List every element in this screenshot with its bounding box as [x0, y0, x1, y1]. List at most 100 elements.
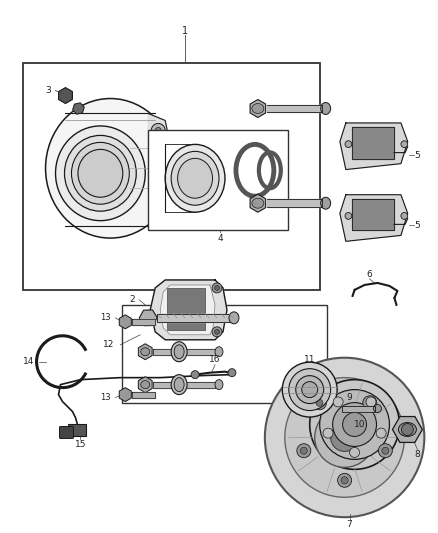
- Polygon shape: [352, 199, 394, 230]
- Ellipse shape: [141, 348, 150, 356]
- Circle shape: [228, 369, 236, 377]
- Circle shape: [341, 477, 348, 484]
- Polygon shape: [160, 285, 215, 335]
- Bar: [23, 63, 320, 290]
- Circle shape: [215, 329, 219, 334]
- Ellipse shape: [178, 158, 212, 198]
- Polygon shape: [187, 382, 215, 387]
- Text: 9: 9: [347, 393, 353, 402]
- Ellipse shape: [171, 375, 187, 394]
- Ellipse shape: [321, 102, 331, 115]
- Circle shape: [297, 444, 311, 458]
- Ellipse shape: [64, 135, 136, 211]
- Circle shape: [215, 286, 219, 290]
- Ellipse shape: [302, 382, 318, 398]
- Circle shape: [151, 124, 165, 138]
- Ellipse shape: [141, 381, 150, 389]
- Circle shape: [333, 397, 343, 407]
- Polygon shape: [340, 195, 408, 241]
- Ellipse shape: [252, 103, 264, 114]
- Circle shape: [285, 378, 404, 497]
- Circle shape: [363, 396, 377, 410]
- Polygon shape: [157, 314, 230, 322]
- Text: 8: 8: [414, 450, 420, 459]
- Polygon shape: [187, 349, 215, 355]
- Bar: [167, 288, 205, 330]
- Ellipse shape: [296, 376, 324, 403]
- Circle shape: [332, 402, 377, 447]
- Polygon shape: [153, 382, 173, 387]
- Ellipse shape: [283, 362, 337, 417]
- Circle shape: [401, 141, 408, 148]
- Text: 12: 12: [102, 340, 114, 349]
- Text: 16: 16: [209, 355, 221, 364]
- Ellipse shape: [78, 149, 123, 197]
- Text: 15: 15: [75, 440, 86, 449]
- Ellipse shape: [321, 197, 331, 209]
- Circle shape: [155, 203, 161, 209]
- Circle shape: [155, 127, 161, 133]
- Polygon shape: [148, 114, 172, 193]
- Text: 11: 11: [304, 355, 315, 364]
- Circle shape: [323, 428, 333, 438]
- Text: 3: 3: [46, 86, 51, 95]
- Circle shape: [212, 327, 222, 337]
- Circle shape: [345, 141, 352, 148]
- Circle shape: [151, 199, 165, 213]
- Circle shape: [382, 447, 389, 454]
- Circle shape: [310, 379, 399, 470]
- Circle shape: [320, 390, 389, 459]
- Circle shape: [191, 370, 199, 378]
- Ellipse shape: [56, 126, 145, 221]
- Circle shape: [376, 428, 386, 438]
- Ellipse shape: [174, 378, 184, 392]
- Text: 14: 14: [23, 357, 34, 366]
- Polygon shape: [352, 127, 394, 158]
- Polygon shape: [150, 280, 227, 340]
- Text: 6: 6: [367, 270, 372, 279]
- FancyBboxPatch shape: [60, 426, 74, 439]
- Ellipse shape: [215, 347, 223, 357]
- Bar: [68, 424, 86, 437]
- Text: 2: 2: [130, 295, 135, 304]
- Ellipse shape: [289, 369, 331, 410]
- Polygon shape: [267, 104, 321, 112]
- Ellipse shape: [165, 144, 225, 212]
- Ellipse shape: [174, 345, 184, 359]
- Polygon shape: [132, 319, 155, 325]
- Circle shape: [366, 399, 373, 406]
- Circle shape: [316, 399, 323, 406]
- Ellipse shape: [374, 405, 381, 413]
- Text: 1: 1: [182, 26, 188, 36]
- Circle shape: [378, 444, 392, 458]
- Circle shape: [350, 447, 360, 457]
- Polygon shape: [153, 349, 173, 355]
- Circle shape: [401, 213, 408, 219]
- Circle shape: [366, 397, 376, 407]
- Polygon shape: [267, 199, 321, 207]
- Ellipse shape: [171, 151, 219, 205]
- Circle shape: [300, 447, 307, 454]
- Circle shape: [212, 283, 222, 293]
- Ellipse shape: [71, 142, 129, 204]
- Circle shape: [343, 413, 367, 437]
- Ellipse shape: [252, 198, 264, 208]
- Ellipse shape: [46, 99, 175, 238]
- Text: 7: 7: [347, 520, 353, 529]
- Polygon shape: [340, 123, 408, 169]
- Circle shape: [312, 396, 326, 410]
- Ellipse shape: [399, 423, 417, 437]
- Text: 5: 5: [414, 151, 420, 160]
- Circle shape: [331, 424, 359, 451]
- Text: 13: 13: [100, 313, 111, 322]
- Ellipse shape: [229, 312, 239, 324]
- Circle shape: [265, 358, 424, 517]
- Text: 10: 10: [354, 420, 365, 429]
- Text: 5: 5: [414, 221, 420, 230]
- Circle shape: [401, 424, 413, 435]
- Ellipse shape: [215, 379, 223, 390]
- Ellipse shape: [171, 342, 187, 362]
- Bar: [148, 131, 288, 230]
- Text: 4: 4: [217, 233, 223, 243]
- Circle shape: [314, 408, 374, 467]
